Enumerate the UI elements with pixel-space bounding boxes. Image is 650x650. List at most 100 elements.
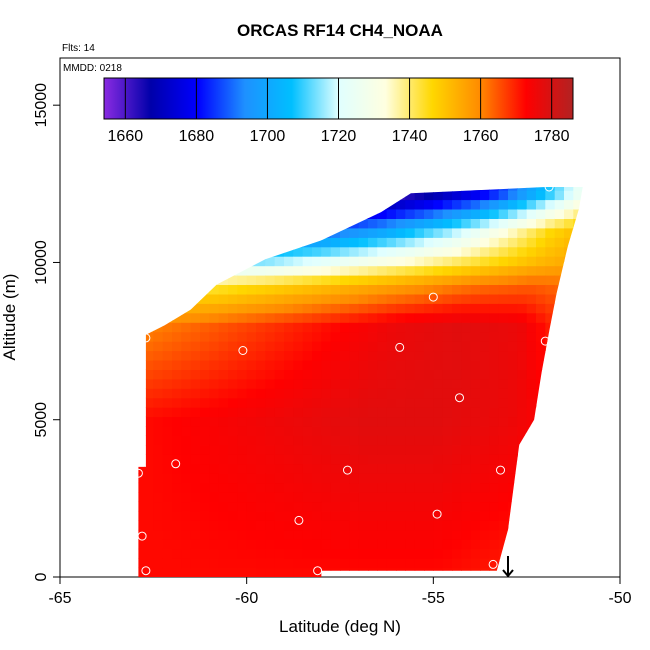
field-cell (601, 417, 611, 427)
field-cell (349, 444, 360, 455)
field-cell (386, 501, 397, 512)
field-cell (209, 539, 220, 550)
field-cell (358, 567, 369, 577)
field-cell (368, 492, 378, 503)
field-cell (498, 435, 509, 446)
field-cell (79, 388, 89, 398)
field-cell (573, 322, 583, 333)
field-cell (368, 501, 378, 512)
field-cell (190, 246, 201, 257)
field-cell (330, 501, 341, 512)
field-cell (144, 407, 154, 418)
field-cell (228, 558, 238, 569)
field-cell (386, 341, 397, 352)
field-cell (452, 275, 462, 285)
field-cell (405, 218, 416, 229)
field-cell (153, 520, 164, 531)
field-cell (442, 350, 453, 361)
field-cell (452, 463, 462, 474)
field-cell (125, 502, 135, 512)
field-cell (209, 426, 220, 436)
field-cell (442, 369, 453, 380)
field-cell (88, 407, 98, 417)
field-cell (405, 265, 416, 276)
field-cell (396, 492, 406, 503)
field-cell (303, 162, 313, 172)
field-cell (386, 510, 397, 521)
field-cell (79, 530, 89, 540)
field-cell (583, 436, 593, 446)
field-cell (237, 331, 248, 342)
y-tick-label: 0 (33, 572, 50, 581)
field-cell (312, 567, 322, 577)
field-cell (499, 162, 509, 172)
field-cell (209, 275, 220, 285)
field-cell (414, 378, 425, 389)
field-cell (181, 548, 192, 559)
field-cell (330, 369, 341, 380)
field-cell (592, 520, 602, 530)
field-cell (274, 187, 285, 191)
field-cell (564, 407, 574, 418)
field-cell (274, 416, 285, 427)
field-cell (480, 303, 490, 314)
field-cell (442, 529, 453, 540)
field-cell (489, 322, 500, 333)
field-cell (414, 187, 425, 191)
field-cell (601, 294, 611, 304)
field-cell (396, 482, 406, 493)
field-cell (396, 284, 406, 295)
field-cell (312, 558, 322, 569)
field-cell (461, 162, 471, 172)
field-cell (138, 350, 145, 361)
field-cell (442, 426, 453, 436)
field-cell (545, 171, 555, 181)
field-cell (377, 303, 388, 314)
field-cell (554, 265, 565, 276)
field-cell (190, 360, 201, 370)
field-cell (564, 275, 574, 285)
field-cell (265, 265, 276, 276)
field-cell (293, 341, 304, 352)
field-cell (107, 285, 117, 295)
field-cell (228, 397, 238, 408)
sample-point (376, 188, 386, 198)
field-cell (330, 322, 341, 333)
field-cell (190, 369, 201, 380)
field-cell (228, 162, 238, 172)
field-cell (470, 539, 481, 550)
field-cell (377, 322, 388, 333)
field-cell (489, 444, 500, 455)
field-cell (461, 501, 472, 512)
field-cell (396, 218, 406, 229)
field-cell (442, 199, 453, 210)
field-cell (424, 199, 434, 210)
field-cell (461, 567, 472, 577)
field-cell (138, 567, 145, 577)
field-cell (265, 369, 276, 380)
field-cell (564, 520, 574, 531)
field-cell (433, 227, 444, 238)
field-cell (144, 501, 154, 512)
field-cell (60, 454, 70, 464)
field-cell (564, 378, 574, 389)
field-cell (396, 265, 406, 276)
field-cell (480, 539, 490, 550)
field-cell (153, 209, 164, 219)
field-cell (442, 501, 453, 512)
field-cell (461, 378, 472, 389)
field-cell (125, 417, 135, 427)
field-cell (443, 171, 453, 181)
field-cell (414, 275, 425, 285)
field-cell (144, 246, 154, 257)
field-cell (200, 510, 210, 521)
field-cell (321, 510, 332, 521)
field-cell (414, 199, 425, 210)
field-cell (144, 256, 154, 267)
field-cell (396, 407, 406, 418)
field-cell (433, 360, 444, 370)
field-cell (611, 190, 621, 200)
field-cell (526, 218, 537, 229)
field-cell (97, 181, 107, 191)
field-cell (88, 520, 98, 530)
